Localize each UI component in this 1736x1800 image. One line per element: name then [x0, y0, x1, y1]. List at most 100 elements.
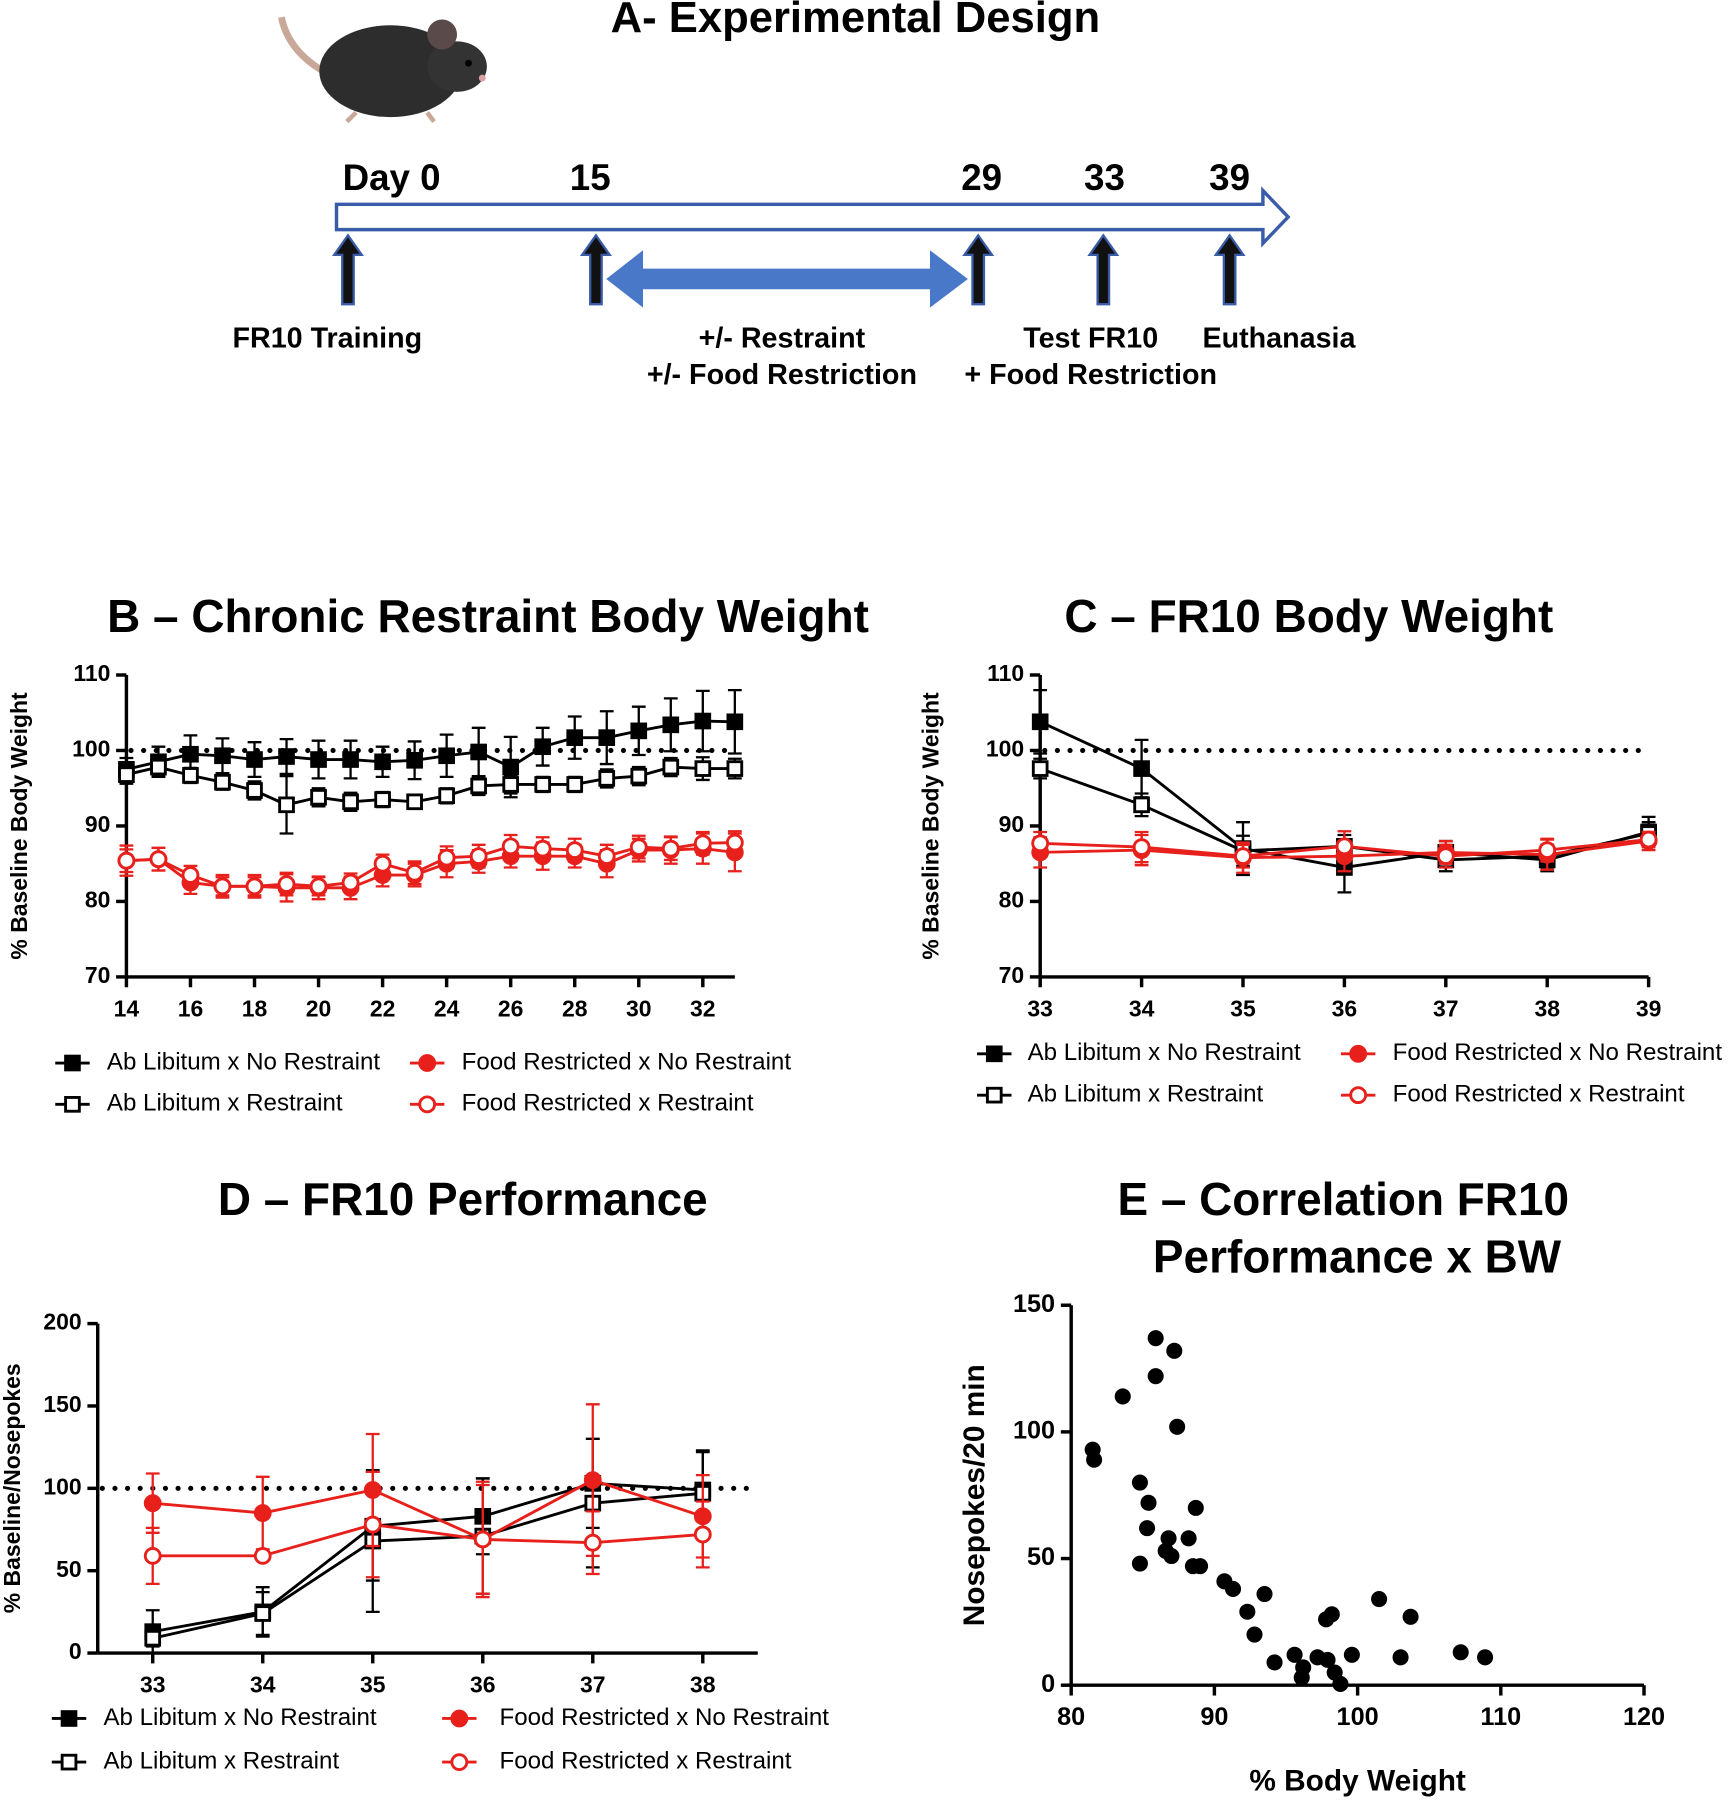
- series-line: [152, 1491, 703, 1640]
- x-tick-label: 33: [140, 1671, 166, 1697]
- data-point: [1224, 1580, 1242, 1597]
- data-point: [630, 767, 648, 785]
- data-point: [1163, 1547, 1180, 1565]
- data-point: [1286, 1646, 1303, 1663]
- data-point: [583, 1471, 602, 1489]
- data-point: [1538, 841, 1557, 860]
- legend-marker: [450, 1753, 469, 1772]
- data-point: [1343, 1646, 1360, 1663]
- data-point: [253, 1546, 272, 1565]
- data-point: [693, 1525, 712, 1544]
- data-point: [1266, 1654, 1283, 1671]
- timeline-label: 33: [1084, 157, 1125, 198]
- data-point: [253, 1504, 272, 1522]
- mouse-illustration: [278, 16, 487, 124]
- data-point: [309, 877, 328, 896]
- data-point: [150, 758, 167, 776]
- legend-label: Ab Libitum x No Restraint: [107, 1048, 380, 1075]
- data-point: [1147, 1330, 1164, 1347]
- data-point: [1332, 1675, 1349, 1692]
- data-point: [726, 713, 744, 731]
- data-point: [1131, 1555, 1148, 1572]
- x-tick-label: 28: [562, 995, 588, 1021]
- y-tick-label: 100: [1013, 1417, 1055, 1445]
- data-point: [598, 729, 616, 746]
- y-tick-label: 70: [999, 962, 1025, 988]
- y-tick-label: 80: [85, 886, 111, 912]
- legend-marker: [1349, 1044, 1368, 1063]
- data-point: [143, 1494, 162, 1513]
- data-point: [534, 776, 552, 793]
- x-tick-label: 33: [1027, 995, 1053, 1021]
- x-tick-label: 32: [690, 995, 716, 1021]
- data-point: [277, 875, 296, 893]
- data-point: [566, 776, 584, 793]
- legend-label: Ab Libitum x Restraint: [107, 1090, 343, 1117]
- data-point: [438, 747, 455, 765]
- legend-marker: [64, 1054, 81, 1072]
- data-point: [565, 841, 584, 860]
- data-point: [1133, 796, 1150, 814]
- y-axis-label: % Baseline Body Weight: [6, 692, 32, 960]
- x-tick-label: 35: [1230, 995, 1256, 1021]
- y-tick-label: 100: [986, 736, 1024, 762]
- data-point: [501, 837, 520, 856]
- data-point: [149, 850, 168, 869]
- data-point: [1140, 1494, 1157, 1511]
- data-point: [1319, 1651, 1336, 1668]
- y-axis-label: Nosepokes/20 min: [958, 1364, 991, 1626]
- data-point: [502, 776, 520, 793]
- legend-marker: [985, 1045, 1003, 1063]
- data-point: [213, 877, 232, 896]
- data-point: [1031, 713, 1049, 731]
- data-point: [470, 743, 487, 761]
- legend-marker: [60, 1710, 78, 1727]
- data-point: [1323, 1606, 1340, 1623]
- data-point: [1086, 1451, 1103, 1468]
- series-line: [152, 1478, 704, 1541]
- phase-label: +/- Restraint: [699, 322, 866, 354]
- legend-label: Ab Libitum x Restraint: [103, 1747, 339, 1774]
- data-point: [1246, 1626, 1263, 1643]
- x-tick-label: 22: [370, 995, 396, 1021]
- y-tick-label: 150: [1013, 1290, 1055, 1318]
- data-point: [118, 766, 135, 783]
- data-point: [1436, 847, 1455, 866]
- data-point: [583, 1533, 602, 1552]
- data-point: [1192, 1558, 1209, 1575]
- data-point: [182, 745, 199, 763]
- data-point: [437, 848, 456, 867]
- design-title: A- Experimental Design: [611, 0, 1101, 42]
- phase-label: + Food Restriction: [964, 359, 1217, 391]
- data-point: [726, 760, 744, 777]
- data-point: [1133, 760, 1150, 777]
- phase-label: Euthanasia: [1202, 322, 1356, 354]
- data-point: [1147, 1368, 1164, 1385]
- data-point: [406, 751, 423, 769]
- timeline-label: 15: [570, 157, 611, 198]
- legend-label: Food Restricted x No Restraint: [500, 1704, 830, 1731]
- data-point: [470, 777, 487, 795]
- legend-label: Food Restricted x No Restraint: [1393, 1039, 1723, 1066]
- x-tick-label: 20: [306, 995, 332, 1021]
- y-tick-label: 90: [999, 811, 1025, 837]
- data-point: [630, 722, 648, 740]
- data-point: [1256, 1585, 1273, 1603]
- legend-label: Ab Libitum x Restraint: [1028, 1081, 1264, 1108]
- chart-title: Performance x BW: [1153, 1231, 1562, 1283]
- data-point: [694, 712, 712, 730]
- data-point: [374, 791, 391, 808]
- data-point: [1335, 837, 1354, 856]
- data-point: [598, 770, 616, 787]
- x-tick-label: 90: [1200, 1703, 1228, 1731]
- legend-marker: [985, 1086, 1003, 1104]
- data-point: [278, 748, 295, 765]
- data-point: [1234, 847, 1252, 866]
- data-point: [406, 793, 423, 811]
- data-point: [1169, 1418, 1186, 1435]
- data-point: [117, 851, 136, 870]
- data-point: [310, 788, 327, 806]
- y-tick-label: 100: [72, 736, 110, 762]
